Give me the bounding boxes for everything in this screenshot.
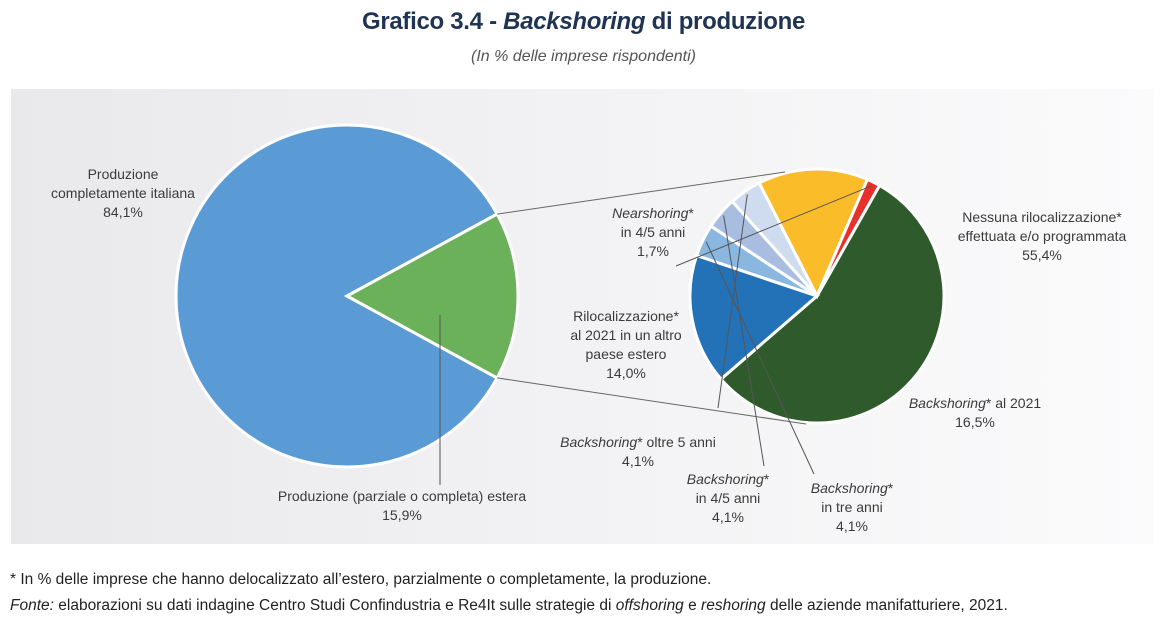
- pie-slice-near: [815, 177, 882, 297]
- footnote-source: Fonte: elaborazioni su dati indagine Cen…: [10, 597, 1008, 615]
- label-riloc-line1: Rilocalizzazione*: [573, 308, 679, 324]
- label-bk3-value: 4,1%: [836, 518, 868, 534]
- chart-title-emphasis: Backshoring: [503, 8, 646, 35]
- label-bk45-rest: *: [763, 471, 770, 487]
- label-bk5-italic: Backshoring: [560, 434, 638, 450]
- label-bk3: Backshoring* in tre anni 4,1%: [800, 479, 904, 536]
- label-bk45: Backshoring* in 4/5 anni 4,1%: [676, 470, 780, 527]
- label-bk3-line2: in tre anni: [821, 499, 883, 515]
- label-estera-line1: Produzione (parziale o completa) estera: [277, 488, 527, 504]
- label-estera-value: 15,9%: [382, 507, 422, 523]
- label-bk3-rest: *: [887, 480, 894, 496]
- footnote-source-a: elaborazioni su dati indagine Centro Stu…: [53, 597, 616, 614]
- label-riloc-value: 14,0%: [606, 365, 646, 381]
- label-italiana-line2: completamente italiana: [51, 185, 195, 201]
- connector-line-bottom: [497, 377, 807, 425]
- label-nessuna-value: 55,4%: [1022, 247, 1062, 263]
- footnote-source-c: delle aziende manifatturiere, 2021.: [765, 597, 1008, 614]
- label-bk2021: Backshoring* al 2021 16,5%: [900, 394, 1050, 432]
- label-riloc-line2: al 2021 in un altro: [570, 327, 682, 343]
- label-nessuna-line2: effettuata e/o programmata: [957, 228, 1127, 244]
- label-bk45-italic: Backshoring: [686, 471, 764, 487]
- chart-subtitle: (In % delle imprese rispondenti): [471, 48, 696, 65]
- label-bk45-line2: in 4/5 anni: [695, 490, 761, 506]
- label-bk3-italic: Backshoring: [810, 480, 888, 496]
- footnote-source-label: Fonte:: [10, 597, 54, 614]
- label-riloc: Rilocalizzazione* al 2021 in un altro pa…: [556, 307, 696, 383]
- label-bk45-value: 4,1%: [712, 509, 744, 525]
- pie-slice-nessuna: [718, 183, 946, 425]
- leader-line-bk3: [705, 241, 815, 475]
- chart-title-suffix: di produzione: [645, 8, 806, 35]
- pie-slice-italiana: [174, 123, 500, 469]
- label-riloc-line3: paese estero: [585, 346, 667, 362]
- pie-slice-estera: [343, 212, 520, 380]
- connector-line-top: [497, 171, 786, 215]
- label-italiana-line1: Produzione: [87, 166, 159, 182]
- label-bk2021-value: 16,5%: [955, 414, 995, 430]
- label-bk5: Backshoring* oltre 5 anni 4,1%: [548, 433, 728, 471]
- label-nessuna-line1: Nessuna rilocalizzazione*: [962, 209, 1122, 225]
- leader-line-near: [675, 185, 873, 267]
- label-near-italic: Nearshoring: [612, 205, 689, 221]
- label-italiana-value: 84,1%: [103, 204, 143, 220]
- label-bk2021-italic: Backshoring: [908, 395, 986, 411]
- pie-slice-riloc: [757, 167, 870, 300]
- label-bk5-value: 4,1%: [622, 453, 654, 469]
- label-near-line2: in 4/5 anni: [620, 224, 686, 240]
- label-nessuna: Nessuna rilocalizzazione* effettuata e/o…: [944, 208, 1140, 265]
- chart-title: Grafico 3.4 - Backshoring di produzione: [0, 8, 1167, 36]
- label-near-value: 1,7%: [637, 243, 669, 259]
- footnote-note: * In % delle imprese che hanno delocaliz…: [10, 571, 712, 588]
- label-near-rest: *: [688, 205, 694, 221]
- label-estera: Produzione (parziale o completa) estera …: [272, 487, 532, 525]
- footnote-source-em1: offshoring: [615, 597, 684, 614]
- footnote-source-b: e: [683, 597, 702, 614]
- chart-title-prefix: Grafico 3.4 -: [361, 8, 504, 35]
- leader-line-bk5: [717, 194, 748, 409]
- label-bk5-rest: * oltre 5 anni: [637, 434, 716, 450]
- footnote-source-em2: reshoring: [701, 597, 766, 614]
- leader-line-bk45: [723, 215, 765, 467]
- label-italiana: Produzione completamente italiana 84,1%: [48, 165, 198, 222]
- label-near: Nearshoring* in 4/5 anni 1,7%: [598, 204, 708, 261]
- label-bk2021-rest: * al 2021: [985, 395, 1042, 411]
